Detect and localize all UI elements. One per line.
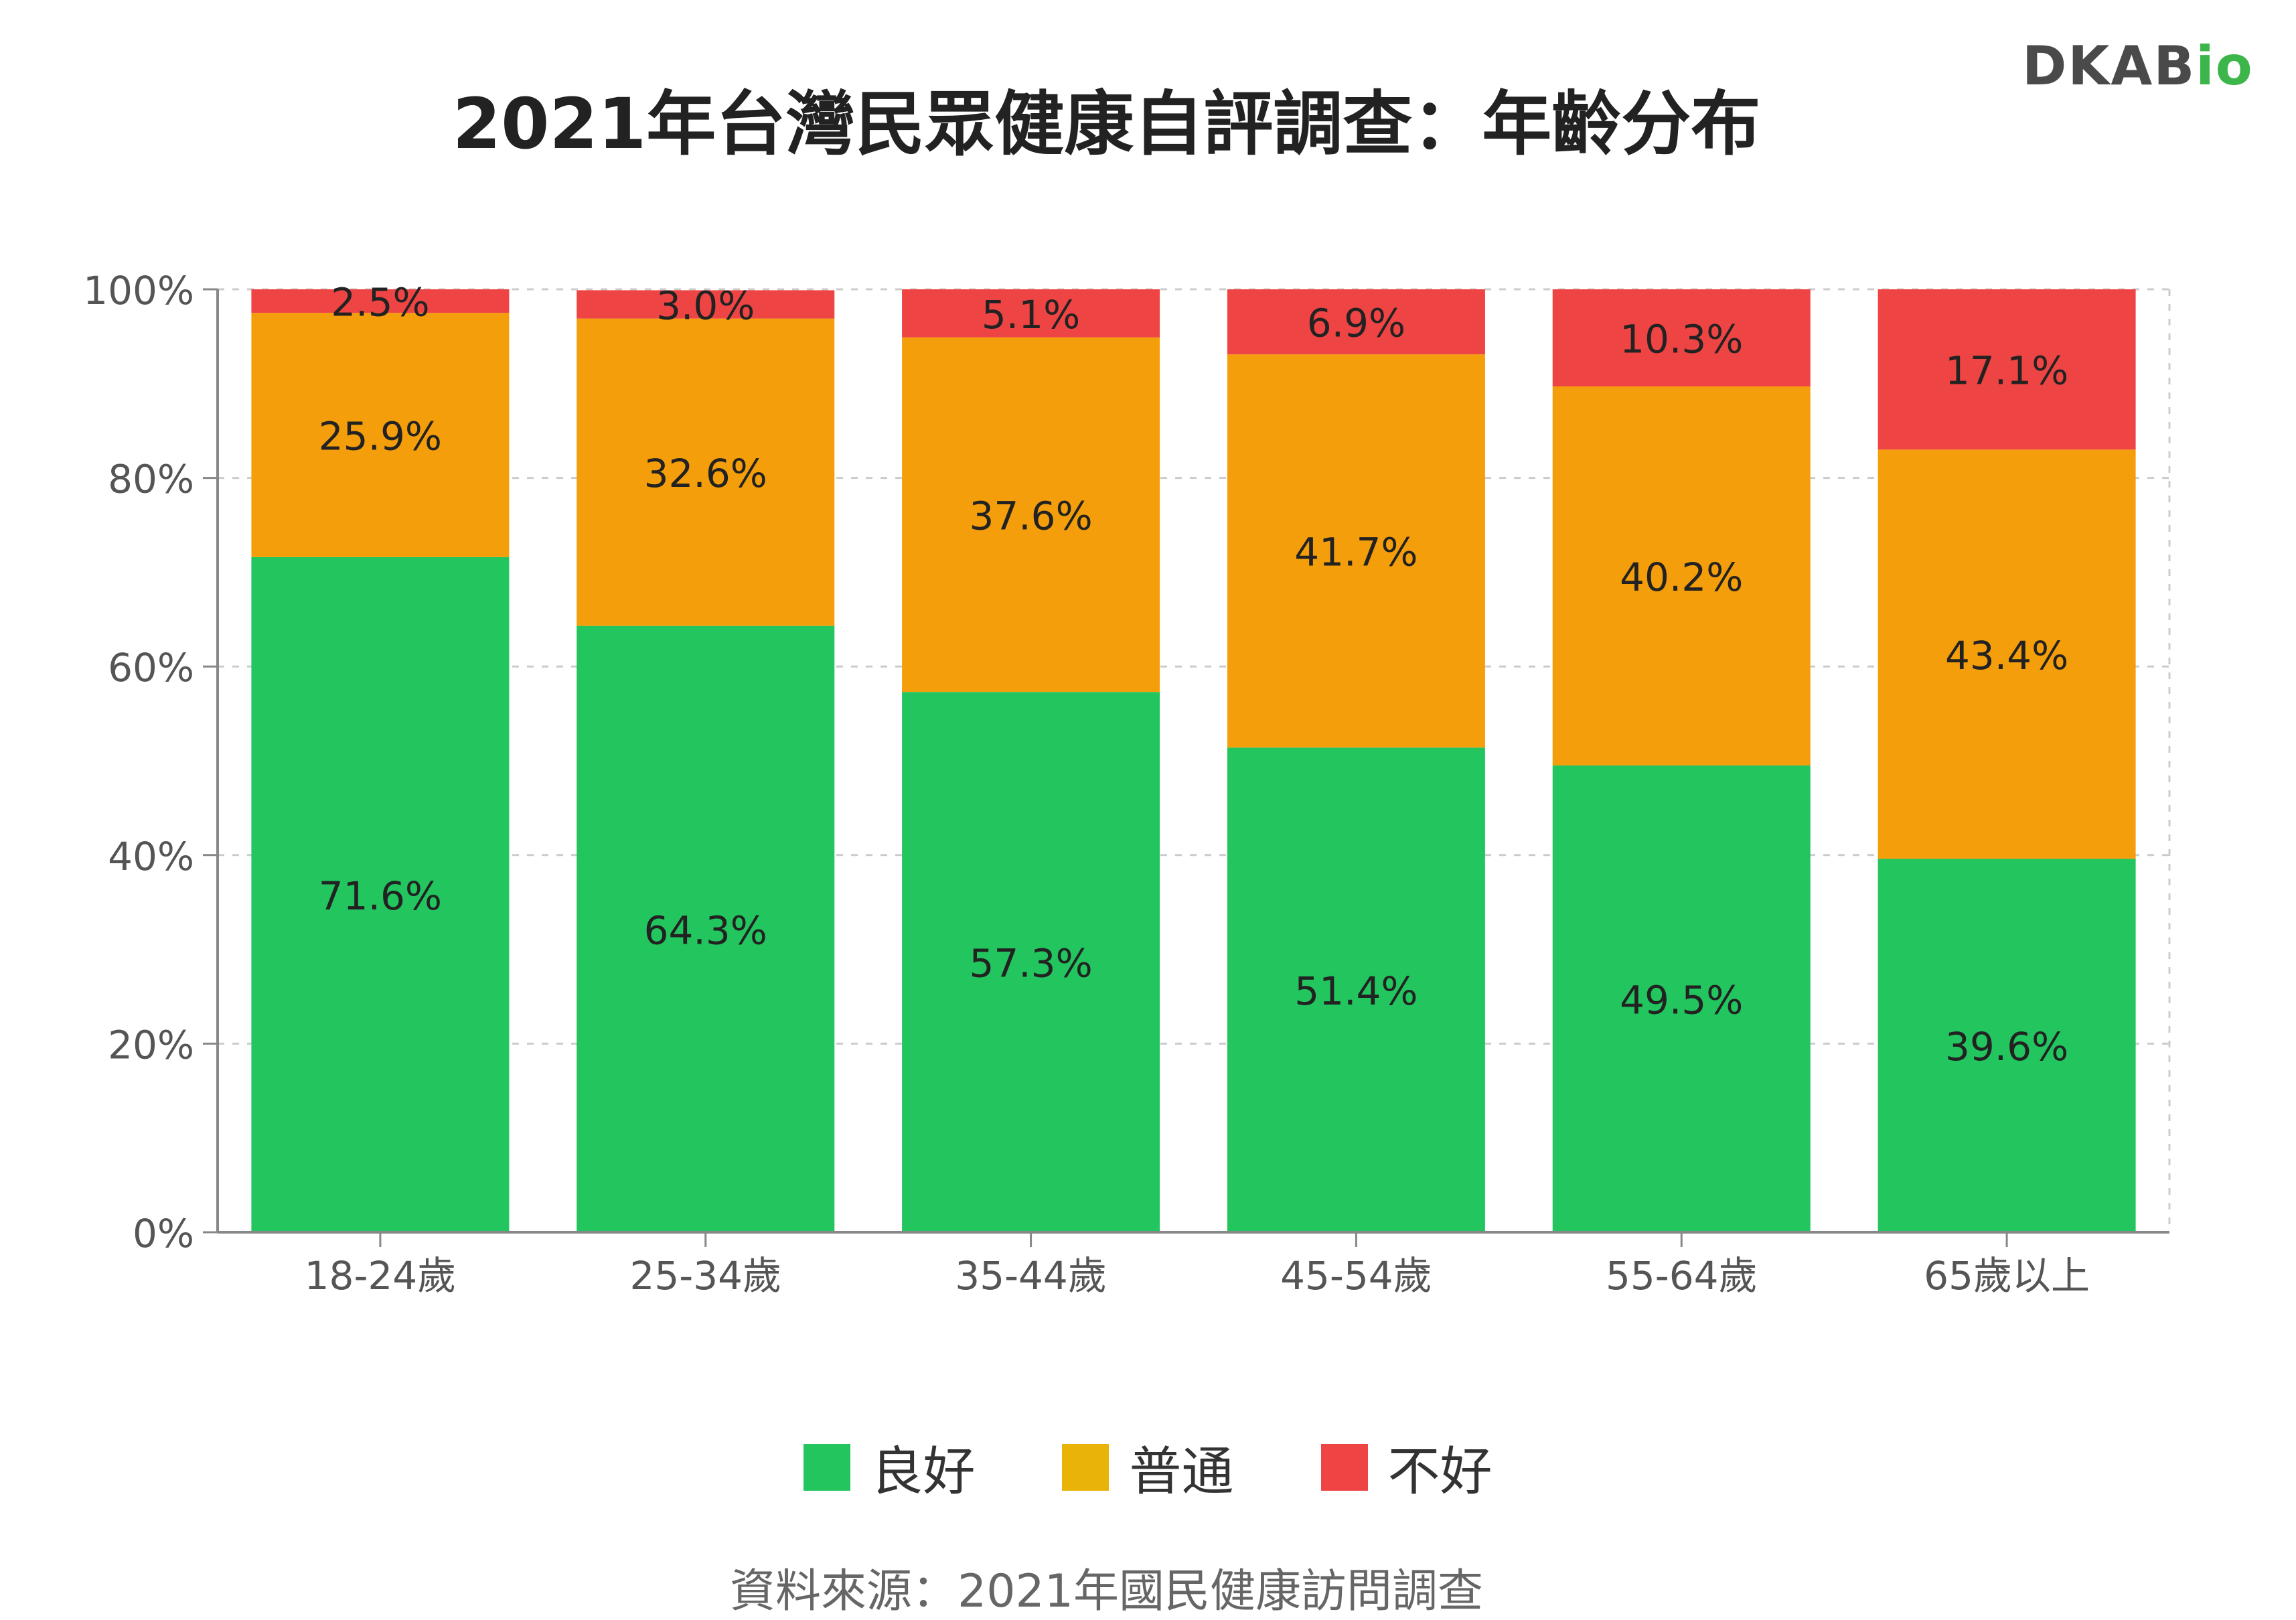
brand-logo: DKABio <box>2022 35 2254 97</box>
bar-segment <box>902 692 1160 1232</box>
chart-title: 2021年台灣民眾健康自評調查：年齡分布 <box>452 83 1761 165</box>
legend-label: 不好 <box>1387 1442 1493 1502</box>
bar-data-label: 6.9% <box>1307 301 1405 346</box>
bar-segment <box>251 313 510 557</box>
legend-item: 良好 <box>803 1430 975 1505</box>
legend-label: 良好 <box>870 1442 976 1502</box>
bar-segment <box>902 337 1160 692</box>
bar-segment <box>251 557 510 1232</box>
y-tick-label: 60% <box>108 645 194 690</box>
legend-swatch <box>1320 1444 1368 1491</box>
source-note: 資料來源：2021年國民健康訪問調查 <box>729 1565 1484 1618</box>
bar-data-label: 10.3% <box>1620 317 1743 362</box>
bar-data-label: 43.4% <box>1945 633 2068 678</box>
bar-data-label: 71.6% <box>319 873 442 919</box>
bar-data-label: 40.2% <box>1620 555 1743 600</box>
bar-data-label: 64.3% <box>644 907 767 953</box>
brand-logo-accent: io <box>2196 35 2254 97</box>
bar-data-label: 5.1% <box>982 292 1080 338</box>
bar-data-label: 49.5% <box>1620 978 1743 1023</box>
bar-data-label: 39.6% <box>1945 1024 2068 1070</box>
bar-segment <box>1227 289 1485 355</box>
bar-segment <box>1552 386 1811 766</box>
bar-segment <box>1552 289 1811 387</box>
brand-logo-main: DKAB <box>2022 35 2196 97</box>
bar-data-label: 17.1% <box>1945 348 2068 394</box>
legend-swatch <box>803 1444 851 1491</box>
bar-segment <box>1878 289 2136 450</box>
x-tick-label: 18-24歲 <box>305 1253 457 1299</box>
legend-item: 普通 <box>1062 1430 1234 1505</box>
bar-segment <box>1878 859 2136 1232</box>
x-tick-label: 55-64歲 <box>1606 1253 1758 1299</box>
x-tick-label: 65歲以上 <box>1924 1253 2090 1299</box>
x-tick-label: 25-34歲 <box>629 1253 781 1299</box>
bar-data-label: 25.9% <box>319 414 442 459</box>
bar-data-label: 57.3% <box>969 941 1092 986</box>
bar-data-label: 41.7% <box>1294 530 1418 575</box>
bar-data-label: 51.4% <box>1294 968 1418 1014</box>
bar-segment <box>577 625 835 1232</box>
bar-segment <box>577 290 835 319</box>
legend-swatch <box>1062 1444 1109 1491</box>
bar-segment <box>577 318 835 626</box>
bar-data-label: 32.6% <box>644 451 767 496</box>
y-tick-label: 40% <box>108 834 194 879</box>
chart-legend: 良好 普通 不好 <box>0 1430 2296 1505</box>
bar-segment <box>1227 354 1485 748</box>
bar-segment <box>251 289 510 313</box>
y-tick-label: 0% <box>133 1211 194 1256</box>
stacked-bar-chart: 0% 20% 40% 60% 80% 100% 71.6% 25.9% 2.5% 18-24歲 64… <box>83 268 2171 1299</box>
bar-segment <box>1878 449 2136 859</box>
bar-segment <box>1552 765 1811 1232</box>
legend-label: 普通 <box>1129 1442 1234 1502</box>
legend-item: 不好 <box>1320 1430 1493 1505</box>
y-tick-label: 20% <box>108 1022 194 1067</box>
bar-segment <box>1227 747 1485 1232</box>
x-tick-label: 45-54歲 <box>1280 1253 1432 1299</box>
bar-data-label: 37.6% <box>969 494 1092 539</box>
bar-segment <box>902 289 1160 338</box>
y-tick-label: 80% <box>108 457 194 502</box>
y-tick-label: 100% <box>83 268 194 313</box>
bar-data-label: 3.0% <box>656 283 755 329</box>
bar-data-label: 2.5% <box>331 280 429 325</box>
x-tick-label: 35-44歲 <box>955 1253 1107 1299</box>
